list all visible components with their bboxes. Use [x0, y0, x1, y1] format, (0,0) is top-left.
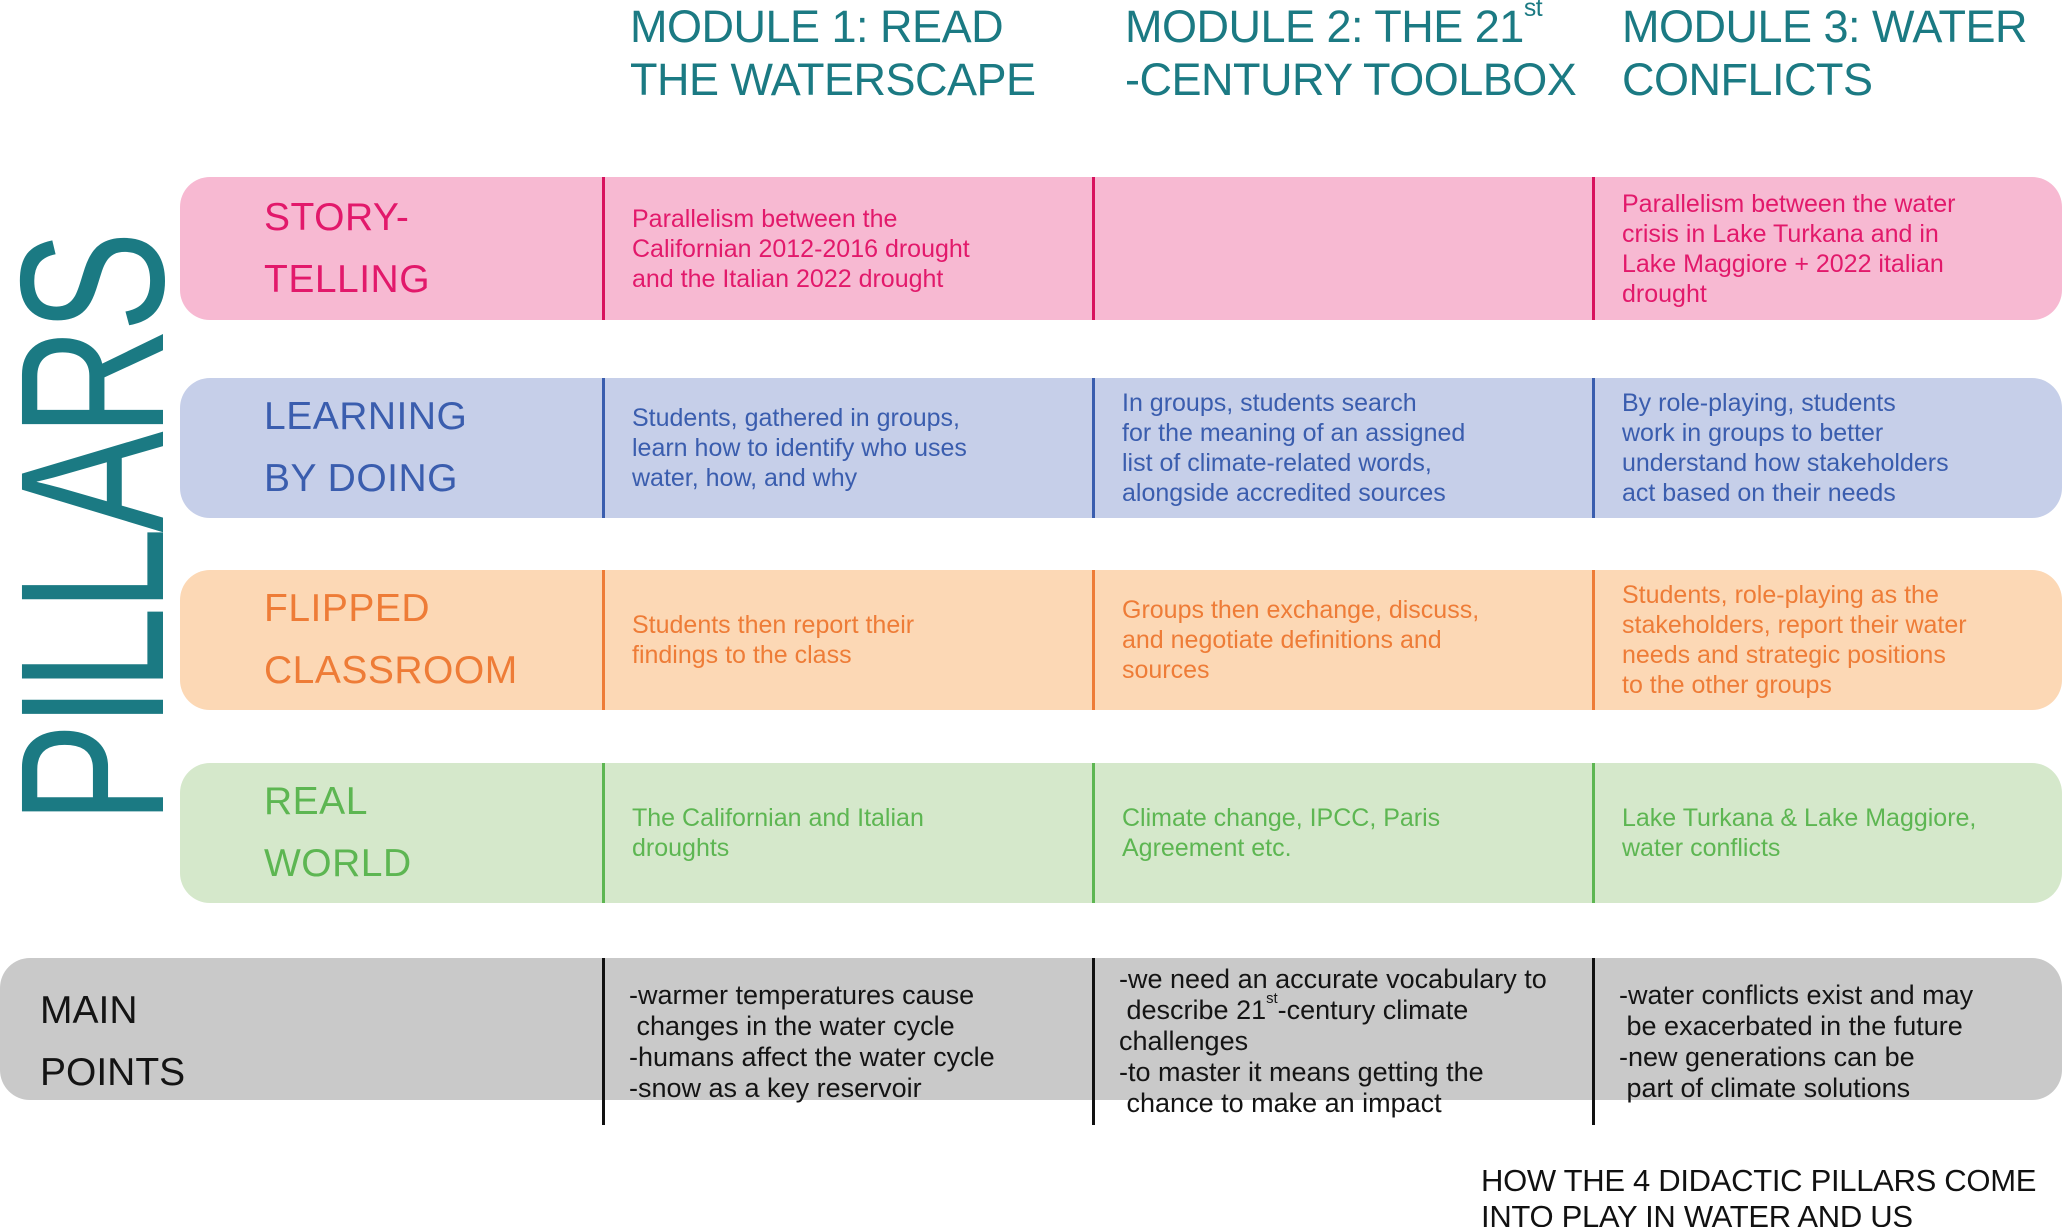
- row-real-world: REAL WORLD The Californian and Italian d…: [180, 763, 2062, 903]
- storytelling-module-3-cell: Parallelism between the water crisis in …: [1592, 177, 2062, 320]
- row-storytelling-label: STORY- TELLING: [264, 195, 431, 301]
- main-points-module-1-cell: -warmer temperatures cause changes in th…: [602, 958, 1092, 1125]
- row-main-points-label: MAIN POINTS: [40, 988, 186, 1094]
- pillars-vertical-title: PILLARS: [0, 236, 207, 824]
- module-3-header-text: MODULE 3: WATER: [1622, 1, 2028, 52]
- module-1-header: MODULE 1: READ THE WATERSCAPE: [630, 0, 1130, 106]
- flipped-module-2-cell: Groups then exchange, discuss, and negot…: [1092, 570, 1592, 710]
- module-1-header-text: MODULE 1: READ: [630, 1, 1004, 52]
- row-flipped-classroom-label: FLIPPED CLASSROOM: [264, 587, 518, 692]
- learning-module-1-cell: Students, gathered in groups, learn how …: [602, 378, 1092, 518]
- main-points-module-2-sup: st: [1266, 990, 1278, 1007]
- row-learning-by-doing: LEARNING BY DOING Students, gathered in …: [180, 378, 2062, 518]
- flipped-module-1-cell: Students then report their findings to t…: [602, 570, 1092, 710]
- real-world-module-1-cell: The Californian and Italian droughts: [602, 763, 1092, 903]
- flipped-module-3-cell: Students, role-playing as the stakeholde…: [1592, 570, 2062, 710]
- learning-module-3-cell: By role-playing, students work in groups…: [1592, 378, 2062, 518]
- module-2-header-sup: st: [1523, 0, 1543, 22]
- row-main-points: MAIN POINTS -warmer temperatures cause c…: [0, 958, 2062, 1125]
- storytelling-module-2-cell: [1092, 177, 1592, 320]
- figure-caption: HOW THE 4 DIDACTIC PILLARS COME INTO PLA…: [1481, 1163, 2037, 1227]
- row-storytelling: STORY- TELLING Parallelism between the C…: [180, 177, 2062, 320]
- main-points-module-2-seg2: -century climate challenges -to master i…: [1119, 995, 1484, 1118]
- module-3-header-text2: CONFLICTS: [1622, 54, 1873, 105]
- real-world-module-3-cell: Lake Turkana & Lake Maggiore, water conf…: [1592, 763, 2062, 903]
- main-points-module-2-text: -we need an accurate vocabulary to descr…: [1119, 964, 1574, 1119]
- main-points-module-2-cell: -we need an accurate vocabulary to descr…: [1092, 958, 1592, 1125]
- main-points-module-2-seg1: -we need an accurate vocabulary to descr…: [1119, 964, 1547, 1025]
- real-world-module-2-cell: Climate change, IPCC, Paris Agreement et…: [1092, 763, 1592, 903]
- module-2-header: MODULE 2: THE 21st -CENTURY TOOLBOX: [1125, 0, 1625, 106]
- module-2-header-text2: -CENTURY TOOLBOX: [1125, 54, 1577, 105]
- main-points-module-3-cell: -water conflicts exist and may be exacer…: [1592, 958, 2062, 1125]
- module-3-header: MODULE 3: WATER CONFLICTS: [1622, 0, 2067, 106]
- storytelling-module-1-cell: Parallelism between the Californian 2012…: [602, 177, 1092, 320]
- module-1-header-text2: THE WATERSCAPE: [630, 54, 1036, 105]
- row-real-world-label: REAL WORLD: [264, 780, 412, 885]
- row-learning-by-doing-label: LEARNING BY DOING: [264, 395, 468, 500]
- learning-module-2-cell: In groups, students search for the meani…: [1092, 378, 1592, 518]
- module-2-header-text: MODULE 2: THE 21: [1125, 1, 1524, 52]
- row-flipped-classroom: FLIPPED CLASSROOM Students then report t…: [180, 570, 2062, 710]
